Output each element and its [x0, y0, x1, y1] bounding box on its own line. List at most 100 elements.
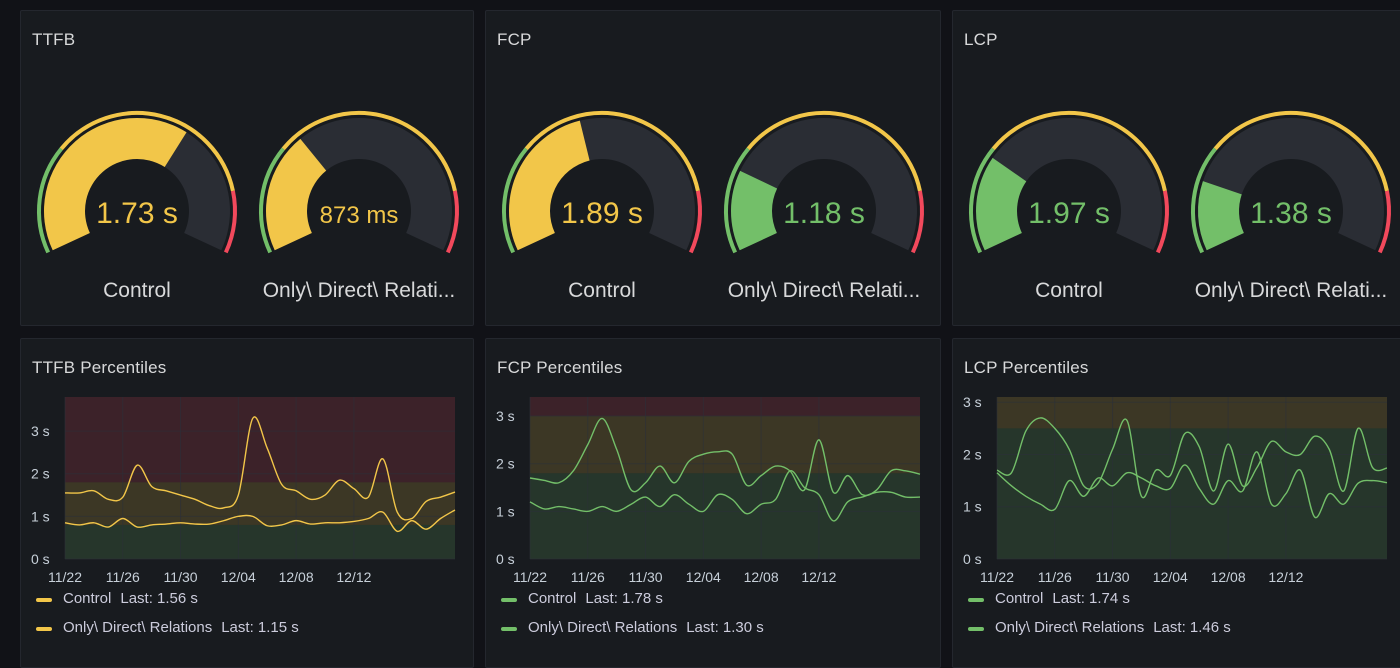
panel-title: FCP Percentiles — [497, 358, 623, 377]
x-tick-label: 11/26 — [106, 569, 140, 585]
y-tick-label: 0 s — [496, 551, 515, 567]
gauge-label: Control — [103, 279, 171, 302]
x-tick-label: 11/22 — [513, 569, 547, 585]
gauge-threshold-band — [37, 147, 63, 254]
x-tick-label: 11/22 — [980, 569, 1014, 585]
x-tick-label: 12/08 — [279, 569, 314, 585]
gauge-threshold-band — [724, 147, 750, 254]
gauge: 1.89 s Control — [502, 111, 702, 302]
legend-last-value: Last: 1.56 s — [120, 590, 198, 607]
gauge-area: 1.89 s Control 1.18 s Only\ Direct\ Relati.… — [502, 111, 924, 302]
y-tick-label: 2 s — [496, 456, 515, 472]
legend-swatch — [501, 598, 517, 602]
y-tick-label: 3 s — [496, 408, 515, 424]
gauge-fill — [509, 120, 590, 251]
x-tick-label: 11/26 — [571, 569, 605, 585]
legend-label: Control — [63, 590, 111, 607]
fcp-gauge-panel[interactable]: FCP 1.89 s Control 1.18 s Only\ Direct\ Rel… — [485, 10, 941, 326]
timeseries-chart: 0 s 1 s 2 s 3 s 11/22 11/26 11/30 12/04 12/08 12/… — [963, 394, 1388, 636]
gauge-threshold-band — [259, 147, 285, 254]
x-tick-label: 12/12 — [336, 569, 371, 585]
threshold-band — [997, 397, 1387, 429]
gauge: 873 ms Only\ Direct\ Relati... — [259, 111, 459, 302]
x-tick-label: 11/30 — [164, 569, 198, 585]
legend-swatch — [968, 627, 984, 631]
series-line — [64, 416, 456, 521]
y-tick-label: 1 s — [963, 499, 982, 515]
gauge-label: Only\ Direct\ Relati... — [263, 279, 456, 302]
gauge-track — [1198, 117, 1384, 251]
threshold-band — [65, 524, 455, 559]
gauge-fill — [44, 118, 187, 251]
ttfb-gauge-panel[interactable]: TTFB 1.73 s Control 873 ms Only\ Direct\ Re… — [20, 10, 474, 326]
threshold-band — [65, 482, 455, 525]
series-line — [529, 470, 921, 522]
series-line — [64, 509, 456, 532]
gauge-threshold-band — [688, 190, 702, 254]
threshold-band — [65, 397, 455, 483]
x-tick-label: 12/08 — [744, 569, 779, 585]
fcp-percentiles-panel[interactable]: FCP Percentiles 0 s 1 s 2 s 3 s 11/22 11/26 11… — [485, 338, 941, 668]
gauge-threshold-band — [991, 111, 1167, 192]
gauge-value: 1.73 s — [96, 197, 178, 230]
series-line — [996, 417, 1388, 499]
gauge-label: Control — [568, 279, 636, 302]
gauge-fill — [731, 170, 778, 251]
legend-last-value: Last: 1.78 s — [585, 590, 663, 607]
x-tick-label: 12/08 — [1211, 569, 1246, 585]
gauge-fill — [976, 157, 1027, 251]
legend-item[interactable]: Only\ Direct\ Relations Last: 1.15 s — [36, 619, 299, 636]
gauge: 1.38 s Only\ Direct\ Relati... — [1191, 111, 1391, 302]
gauge-threshold-band — [223, 190, 237, 254]
gauge-threshold-band — [445, 190, 459, 254]
ttfb-percentiles-panel[interactable]: TTFB Percentiles 0 s 1 s 2 s 3 s 11/22 11/26 1… — [20, 338, 474, 668]
panel-title: TTFB Percentiles — [32, 358, 167, 377]
x-tick-label: 11/22 — [48, 569, 82, 585]
legend-item[interactable]: Control Last: 1.78 s — [501, 590, 663, 607]
panel-title: FCP — [497, 30, 532, 49]
legend-last-value: Last: 1.46 s — [1153, 619, 1231, 636]
gauge-value: 1.18 s — [783, 197, 865, 230]
legend-item[interactable]: Only\ Direct\ Relations Last: 1.30 s — [501, 619, 764, 636]
x-tick-label: 12/04 — [1153, 569, 1188, 585]
threshold-band — [530, 397, 920, 417]
lcp-percentiles-panel[interactable]: LCP Percentiles 0 s 1 s 2 s 3 s 11/22 11/26 11… — [952, 338, 1400, 668]
timeseries-chart: 0 s 1 s 2 s 3 s 11/22 11/26 11/30 12/04 12/08 12/… — [31, 397, 456, 636]
legend-last-value: Last: 1.15 s — [221, 619, 299, 636]
legend-swatch — [36, 627, 52, 631]
gauge-threshold-band — [746, 111, 922, 192]
gauge: 1.73 s Control — [37, 111, 237, 302]
gauge: 1.97 s Control — [969, 111, 1169, 302]
gauge-threshold-band — [1191, 147, 1217, 254]
legend-label: Only\ Direct\ Relations — [995, 619, 1144, 636]
x-tick-label: 11/26 — [1038, 569, 1072, 585]
gauge-fill — [266, 138, 327, 251]
legend-item[interactable]: Only\ Direct\ Relations Last: 1.46 s — [968, 619, 1231, 636]
gauge-threshold-band — [281, 111, 457, 192]
gauge-value: 1.38 s — [1250, 197, 1332, 230]
legend-label: Only\ Direct\ Relations — [63, 619, 212, 636]
gauge-value: 1.89 s — [561, 197, 643, 230]
legend-label: Control — [995, 590, 1043, 607]
x-tick-label: 12/04 — [221, 569, 256, 585]
gauge-threshold-band — [524, 111, 700, 192]
timeseries-chart: 0 s 1 s 2 s 3 s 11/22 11/26 11/30 12/04 12/08 12/… — [496, 397, 921, 636]
x-tick-label: 12/12 — [1268, 569, 1303, 585]
y-tick-label: 3 s — [963, 394, 982, 410]
gauge-label: Only\ Direct\ Relati... — [1195, 279, 1388, 302]
legend-swatch — [501, 627, 517, 631]
gauge-track — [266, 117, 453, 251]
series-line — [996, 451, 1388, 519]
gauge-fill — [1198, 181, 1244, 251]
gauge-threshold-band — [59, 111, 235, 192]
legend-item[interactable]: Control Last: 1.74 s — [968, 590, 1130, 607]
panel-title: LCP Percentiles — [964, 358, 1089, 377]
legend-swatch — [968, 598, 984, 602]
series-line — [529, 417, 921, 497]
x-tick-label: 12/04 — [686, 569, 721, 585]
threshold-band — [530, 473, 920, 559]
gauge-threshold-band — [502, 147, 528, 254]
legend-item[interactable]: Control Last: 1.56 s — [36, 590, 198, 607]
y-tick-label: 1 s — [31, 508, 50, 524]
lcp-gauge-panel[interactable]: LCP 1.97 s Control 1.38 s Only\ Direct\ Rel… — [952, 10, 1400, 326]
